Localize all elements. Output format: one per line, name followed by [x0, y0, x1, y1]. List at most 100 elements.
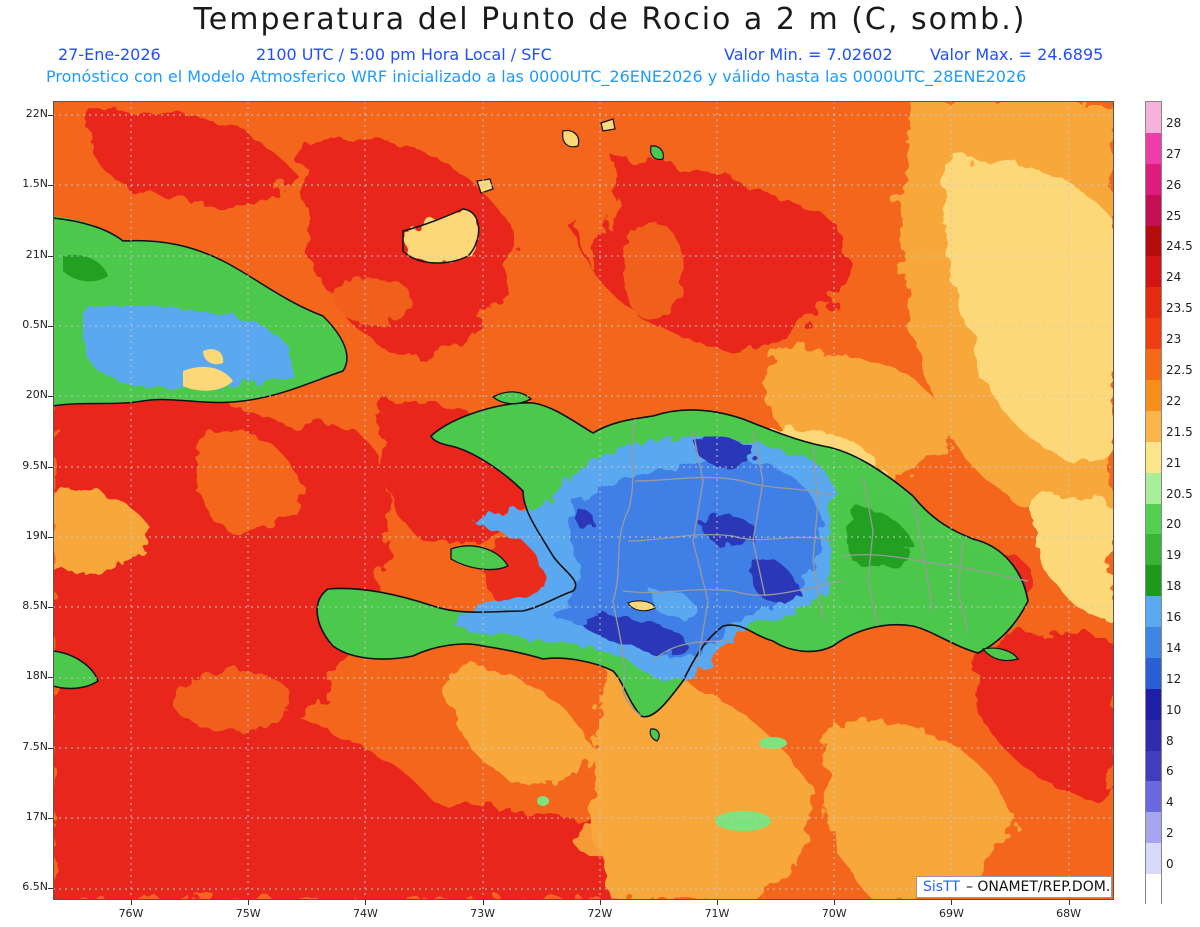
- latitude-label: 17N: [25, 810, 48, 823]
- colorbar-swatch: [1146, 781, 1161, 813]
- longitude-label: 75W: [235, 907, 261, 920]
- latitude-tick: [48, 115, 53, 116]
- longitude-tick: [131, 900, 132, 905]
- colorbar-swatch: [1146, 287, 1161, 319]
- latitude-label: 1.5N: [22, 177, 48, 191]
- longitude-tick: [717, 900, 718, 905]
- longitude-tick: [599, 900, 601, 905]
- colorbar-swatch: [1146, 379, 1161, 412]
- colorbar-swatch: [1146, 102, 1161, 134]
- colorbar-label: 20.5: [1166, 486, 1193, 501]
- colorbar-label: 12: [1166, 671, 1182, 686]
- colorbar-swatch: [1146, 194, 1161, 227]
- colorbar-label: 19: [1166, 548, 1182, 563]
- colorbar-label: 8: [1166, 733, 1174, 748]
- graticule: [53, 101, 1114, 900]
- colorbar-swatch: [1146, 503, 1161, 535]
- longitude-label: 70W: [821, 907, 847, 920]
- puerto-rico-edge: [1093, 248, 1114, 361]
- latitude-label: 19N: [25, 528, 48, 542]
- colorbar-swatch: [1146, 565, 1161, 597]
- colorbar-label: 21: [1166, 455, 1182, 470]
- colorbar-swatch: [1146, 441, 1161, 474]
- sea-field: [53, 101, 1114, 900]
- colorbar-label: 4: [1166, 795, 1174, 810]
- longitude-label: 74W: [352, 907, 378, 920]
- latitude-label: 9.5N: [22, 458, 48, 472]
- max-value: Valor Max. = 24.6895: [930, 45, 1104, 64]
- colorbar-swatch: [1146, 225, 1161, 257]
- colorbar-label: 6: [1166, 764, 1174, 779]
- longitude-tick: [834, 900, 836, 905]
- min-value: Valor Min. = 7.02602: [724, 45, 893, 64]
- dewpoint-map: [53, 101, 1114, 900]
- longitude-tick: [1068, 900, 1070, 905]
- map-panel: [53, 101, 1114, 900]
- latitude-label: 0.5N: [22, 317, 48, 331]
- latitude-label: 7.5N: [22, 739, 48, 753]
- colorbar-swatch: [1146, 688, 1161, 721]
- longitude-tick: [248, 900, 250, 905]
- colorbar-swatch: [1146, 318, 1161, 350]
- longitude-label: 72W: [587, 907, 613, 920]
- credit-box: SisTT – ONAMET/REP.DOM.: [916, 876, 1112, 898]
- bahamas-islands: [402, 118, 664, 264]
- longitude-tick: [482, 900, 484, 905]
- colorbar-swatch: [1146, 163, 1161, 196]
- forecast-time: 2100 UTC / 5:00 pm Hora Local / SFC: [256, 45, 552, 64]
- colorbar-label: 26: [1166, 177, 1182, 192]
- latitude-tick: [48, 607, 53, 609]
- cuba-landmass: [53, 216, 348, 407]
- colorbar-label: 25: [1166, 208, 1182, 223]
- colorbar-label: 2: [1166, 826, 1174, 841]
- colorbar-swatch: [1146, 719, 1161, 752]
- colorbar-label: 20: [1166, 517, 1182, 532]
- admin-borders: [612, 418, 1029, 717]
- colorbar-label: 27: [1166, 146, 1182, 161]
- forecast-date: 27-Ene-2026: [58, 45, 161, 64]
- credit-text: – ONAMET/REP.DOM.: [965, 879, 1111, 895]
- latitude-label: 8.5N: [22, 599, 48, 613]
- colorbar-label: 21.5: [1166, 424, 1193, 439]
- colorbar-swatch: [1146, 472, 1161, 504]
- colorbar-label: 0: [1166, 857, 1174, 872]
- colorbar-swatch: [1146, 627, 1161, 659]
- colorbar-swatch: [1146, 657, 1161, 690]
- colorbar-swatch: [1146, 596, 1161, 628]
- colorbar-swatch: [1146, 534, 1161, 566]
- colorbar-label: 22.5: [1166, 362, 1193, 377]
- latitude-label: 21N: [25, 247, 48, 261]
- colorbar-label: 28: [1166, 115, 1182, 130]
- colorbar-swatch: [1146, 843, 1161, 875]
- colorbar-label: 22: [1166, 393, 1182, 408]
- colorbar-label: 23: [1166, 332, 1182, 347]
- jamaica: [53, 650, 99, 690]
- colorbar-label: 16: [1166, 610, 1182, 625]
- latitude-label: 20N: [25, 388, 48, 402]
- colorbar-swatch: [1146, 410, 1161, 443]
- colorbar-swatch: [1146, 874, 1161, 905]
- colorbar-swatch: [1146, 812, 1161, 844]
- colorbar: [1145, 101, 1162, 905]
- latitude-tick: [48, 888, 53, 890]
- longitude-label: 69W: [938, 907, 964, 920]
- colorbar-swatch: [1146, 349, 1161, 381]
- longitude-label: 71W: [704, 907, 730, 920]
- latitude-tick: [48, 185, 53, 187]
- hispaniola: [316, 391, 1029, 742]
- sistt-logo: SisTT: [923, 879, 960, 895]
- colorbar-label: 18: [1166, 579, 1182, 594]
- latitude-tick: [48, 536, 53, 538]
- colorbar-label: 10: [1166, 702, 1182, 717]
- latitude-tick: [48, 255, 53, 257]
- hispaniola-field: [453, 436, 1019, 682]
- latitude-label: 18N: [25, 669, 48, 683]
- latitude-tick: [48, 396, 53, 398]
- map-title: Temperatura del Punto de Rocio a 2 m (C,…: [193, 2, 1027, 37]
- colorbar-label: 14: [1166, 640, 1182, 655]
- colorbar-label: 24.5: [1166, 239, 1193, 254]
- forecast-description: Pronóstico con el Modelo Atmosferico WRF…: [46, 67, 1027, 86]
- colorbar-swatch: [1146, 750, 1161, 782]
- latitude-tick: [48, 747, 53, 749]
- latitude-tick: [48, 466, 53, 468]
